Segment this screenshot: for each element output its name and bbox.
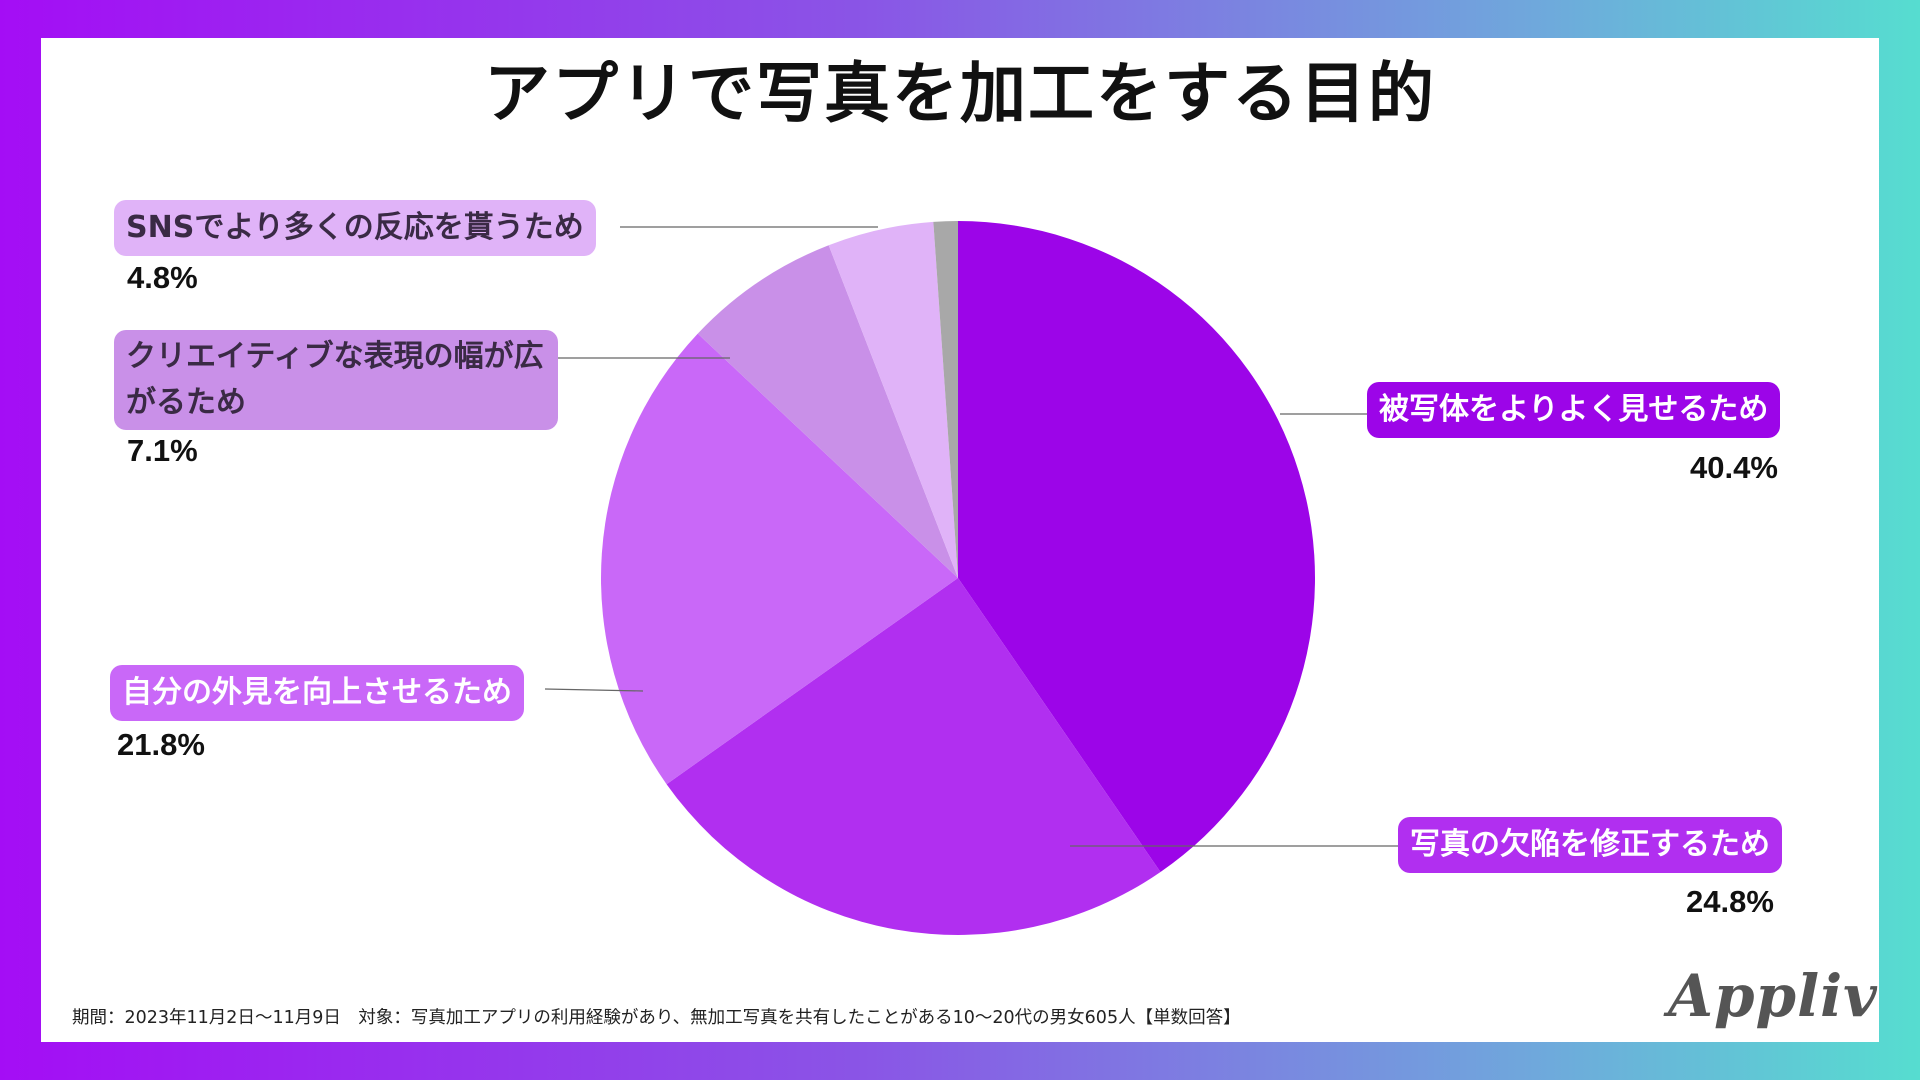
pie-slice-sns	[828, 221, 958, 578]
slice-label-appearance: 自分の外見を向上させるため	[110, 665, 524, 721]
slice-label-defect: 写真の欠陥を修正するため	[1398, 817, 1782, 873]
chart-title: アプリで写真を加工をする目的	[484, 55, 1436, 132]
slice-label-sns: SNSでより多くの反応を貰うため	[114, 200, 596, 256]
slice-value-sns: 4.8%	[127, 260, 198, 295]
pie-slice-appearance	[601, 333, 958, 785]
slice-value-subject: 40.4%	[1690, 450, 1778, 485]
leader-line-appearance	[544, 688, 644, 692]
pie-slice-subject	[958, 221, 1315, 873]
footnote: 期間：2023年11月2日〜11月9日 対象：写真加工アプリの利用経験があり、無…	[72, 1008, 1241, 1028]
slice-label-creative: クリエイティブな表現の幅が広がるため	[114, 330, 558, 430]
slice-label-subject: 被写体をよりよく見せるため	[1367, 382, 1781, 438]
slice-value-creative: 7.1%	[127, 433, 198, 468]
slice-value-appearance: 21.8%	[117, 727, 205, 762]
applivlogo: Appliv	[1668, 962, 1878, 1030]
pie-slice-defect	[666, 578, 1161, 935]
pie-slice-creative	[697, 245, 958, 578]
slice-value-defect: 24.8%	[1686, 884, 1774, 919]
pie-slice-other	[933, 221, 958, 578]
